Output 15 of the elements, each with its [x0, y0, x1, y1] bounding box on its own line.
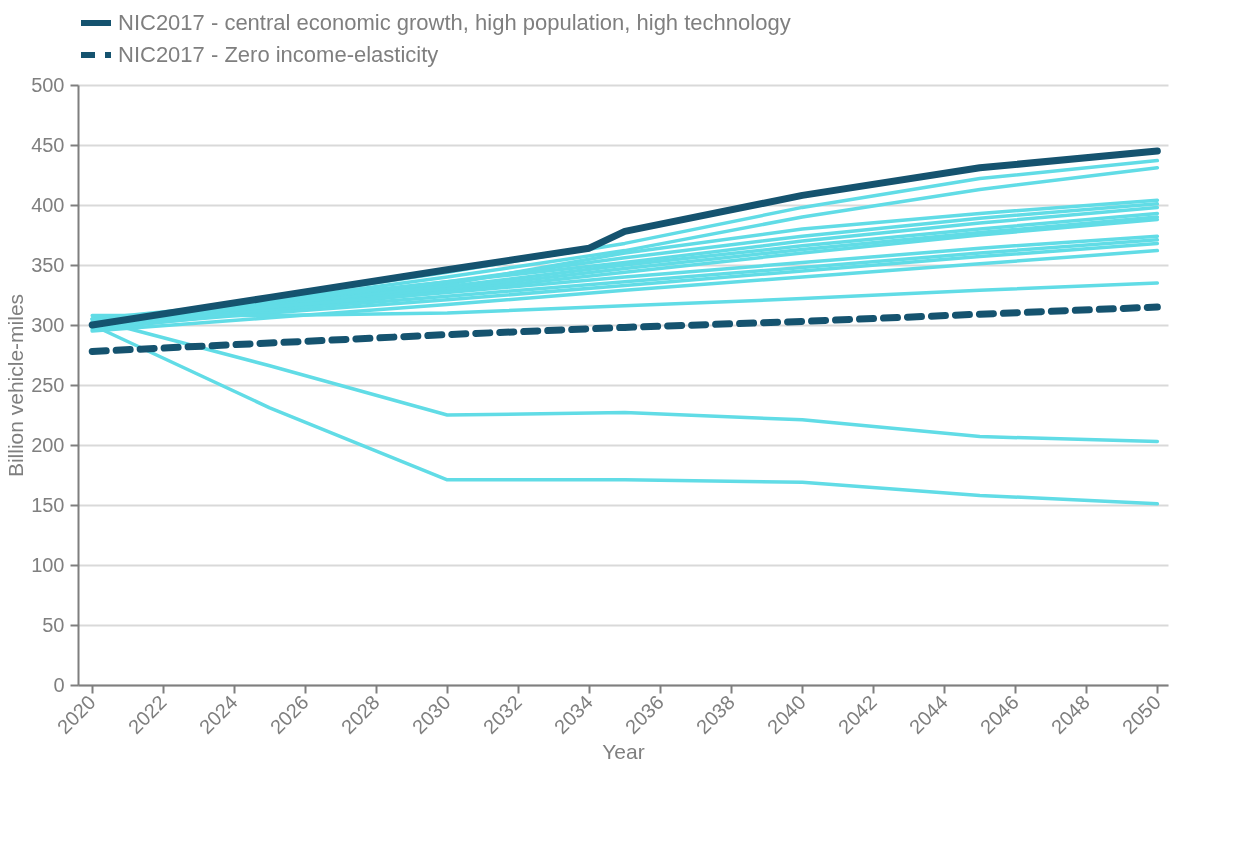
y-tick-label: 300	[31, 313, 65, 336]
y-tick-label: 500	[31, 73, 65, 96]
y-tick-label: 350	[31, 253, 65, 276]
y-tick-label: 150	[31, 493, 65, 516]
y-tick-label: 250	[31, 373, 65, 396]
y-tick-label: 200	[31, 433, 65, 456]
y-tick-label: 100	[31, 553, 65, 576]
y-tick-label: 400	[31, 193, 65, 216]
y-tick-label: 0	[53, 673, 65, 696]
x-axis-title: Year	[602, 740, 645, 764]
y-tick-label: 50	[42, 613, 65, 636]
legend-label: NIC2017 - Zero income-elasticity	[118, 42, 439, 67]
legend-label: NIC2017 - central economic growth, high population, high technology	[118, 10, 791, 35]
y-axis-title: Billion vehicle-miles	[4, 293, 28, 478]
y-tick-label: 450	[31, 133, 65, 156]
